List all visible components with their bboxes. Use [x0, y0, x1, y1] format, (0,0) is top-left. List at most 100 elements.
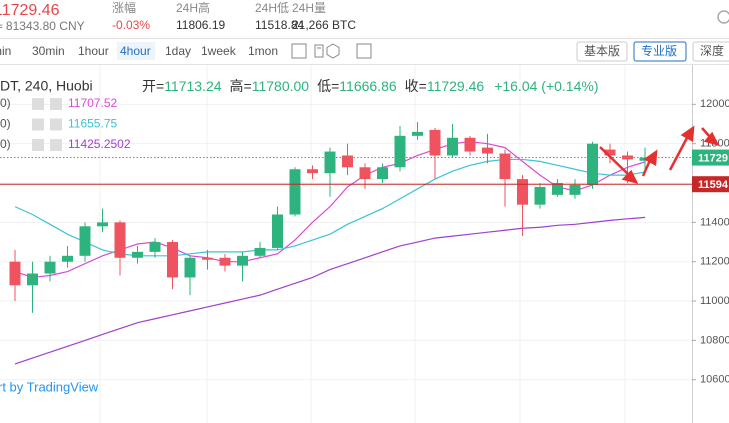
view-button[interactable]: 基本版	[584, 44, 620, 58]
ohlc-value: 11729.46	[427, 78, 485, 94]
y-tick-label: 10800	[700, 334, 729, 346]
arrow-head	[703, 131, 720, 146]
candle-body	[62, 255, 73, 262]
candle-body	[394, 135, 406, 168]
arrow-head	[643, 149, 658, 167]
low: 11518.84	[255, 18, 304, 32]
candle-body	[587, 143, 598, 185]
candle-body	[27, 273, 38, 286]
study-settings[interactable]	[32, 98, 44, 110]
candle-body	[464, 137, 476, 152]
candle-body	[534, 186, 546, 205]
candle-body	[499, 153, 511, 180]
save-icon[interactable]	[314, 44, 324, 58]
toolbar-icons	[291, 43, 372, 59]
study-settings[interactable]	[32, 139, 44, 151]
candle-body	[272, 214, 283, 248]
view-button-box[interactable]	[576, 41, 628, 62]
candle-body	[517, 179, 528, 205]
y-tick-label: 11200	[700, 256, 729, 268]
annotation-arrows	[599, 125, 720, 184]
watermark: rt by TradingView	[0, 379, 99, 394]
interval-button[interactable]: 30min	[32, 44, 65, 58]
candle-body	[114, 222, 126, 258]
cny-price: ≈ 81343.80 CNY	[0, 19, 85, 33]
study-settings[interactable]	[32, 118, 44, 131]
candle-body	[44, 261, 56, 274]
low-label: 24H低	[255, 1, 289, 15]
candle-body	[79, 226, 91, 256]
study-label: 0)	[0, 137, 11, 151]
ohlc-label: 高=	[230, 78, 252, 94]
candle-body	[569, 184, 581, 195]
price-tag-label: 11729	[698, 152, 728, 164]
interval-active-bg	[117, 42, 155, 60]
candle-body	[324, 151, 336, 174]
view-button[interactable]: 深度	[700, 43, 724, 58]
interval-button[interactable]: 4hour	[120, 44, 151, 58]
price-tag-label: 11594	[698, 179, 729, 191]
arrow	[599, 146, 631, 177]
candle-body	[202, 257, 213, 260]
candle-body	[359, 167, 371, 180]
candle-body	[482, 147, 493, 154]
arrow	[668, 135, 690, 171]
ohlc-value: 11666.86	[339, 78, 397, 94]
study-value: 11425.2502	[68, 137, 131, 151]
last-price: 11729.46	[0, 2, 60, 19]
icon-ring	[717, 10, 729, 24]
interval-button[interactable]: 1hour	[78, 44, 109, 58]
grid	[0, 65, 692, 423]
indicator-icon[interactable]	[291, 43, 307, 59]
interval-button[interactable]: 1day	[165, 44, 191, 58]
interval-button[interactable]: 1mon	[248, 44, 278, 58]
ohlc-label: 低=	[317, 78, 339, 94]
candle-body	[412, 131, 423, 136]
toolbar: min 30min 1hour 4hour 1day 1week 1mon 基本版 专业版 深度	[0, 41, 729, 62]
candle-body	[132, 251, 143, 258]
candle-body	[149, 242, 161, 252]
candle-body	[219, 257, 231, 266]
volume-label: 24H量	[292, 1, 326, 15]
study-close[interactable]	[50, 118, 62, 131]
candle-body	[9, 261, 21, 286]
ohlc-label: 收=	[405, 78, 427, 94]
settings-icon[interactable]	[717, 10, 729, 24]
study-close[interactable]	[50, 139, 62, 151]
view-button-box[interactable]	[633, 41, 687, 62]
plot	[0, 122, 692, 365]
legend: 开=11713.24 高=11780.00 低=11666.86 收=11729.46…	[0, 78, 598, 151]
candle-body	[447, 137, 458, 156]
study-label: 0)	[0, 96, 11, 110]
study-label: 0)	[0, 117, 11, 131]
interval-button[interactable]: 1week	[201, 44, 237, 58]
arrow-head	[621, 169, 639, 184]
candle-body	[342, 155, 353, 168]
change-label: 涨幅	[112, 0, 136, 15]
high: 11806.19	[176, 18, 225, 32]
price-tag	[692, 176, 729, 193]
legend-change: +16.04 (+0.14%)	[494, 78, 598, 94]
candle-body	[552, 183, 563, 195]
candle-body	[254, 247, 266, 256]
view-button-box[interactable]	[692, 41, 729, 62]
change: -0.03%	[112, 18, 150, 32]
ohlc-legend: 开=11713.24 高=11780.00 低=11666.86 收=11729.46…	[142, 78, 598, 94]
y-tick-label: 11000	[700, 295, 729, 307]
moving-average	[14, 216, 646, 365]
candle-body	[429, 129, 441, 156]
fullscreen-icon[interactable]	[356, 43, 372, 59]
study-close[interactable]	[50, 98, 62, 110]
candle-body	[307, 169, 318, 174]
arrow-head	[680, 125, 695, 143]
candle-body	[604, 149, 616, 156]
view-button[interactable]: 专业版	[641, 43, 677, 58]
high-label: 24H高	[176, 0, 210, 15]
interval-button[interactable]: min	[0, 44, 11, 58]
y-tick-label: 10600	[700, 374, 729, 386]
study-value: 11707.52	[68, 96, 117, 110]
candle-body	[97, 222, 108, 227]
settings-hex[interactable]	[326, 43, 340, 59]
